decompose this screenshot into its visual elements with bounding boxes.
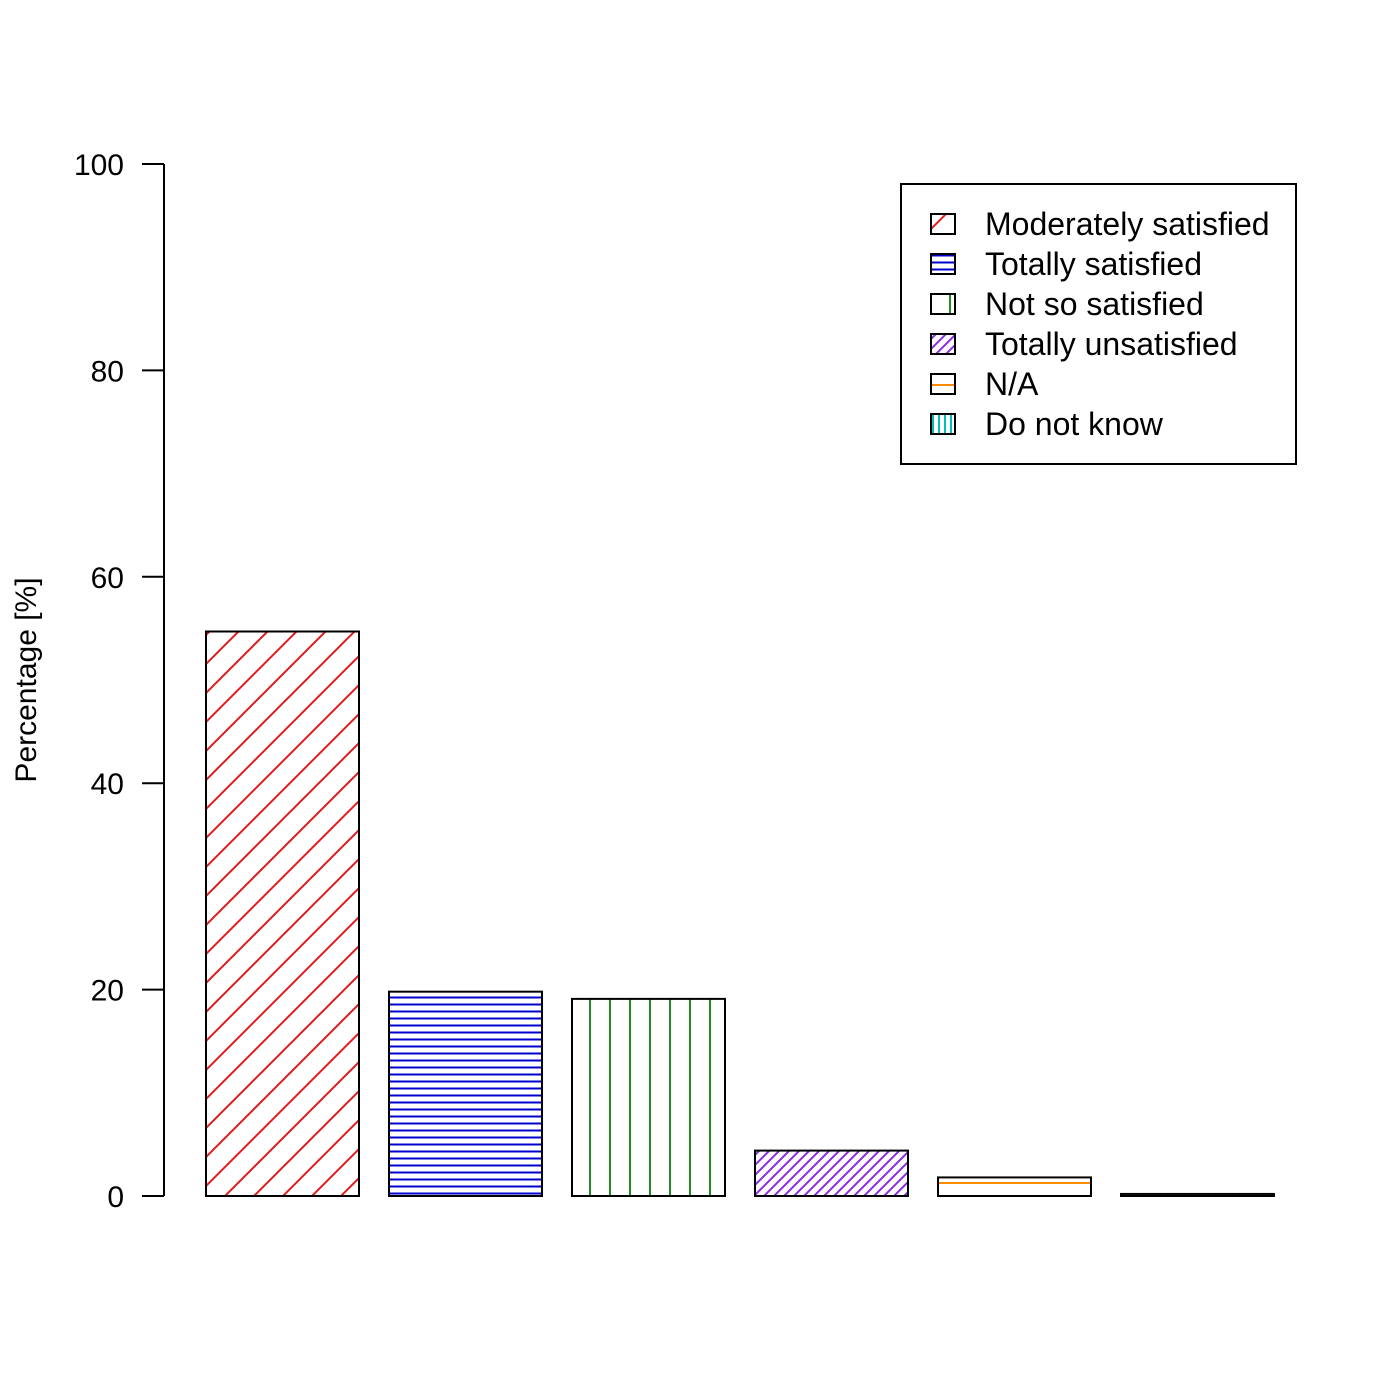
bar-totally-satisfied bbox=[388, 990, 543, 1197]
y-tick-label: 40 bbox=[91, 768, 124, 801]
bar-do-not-know bbox=[1120, 1192, 1275, 1198]
legend-label-moderately-satisfied: Moderately satisfied bbox=[985, 206, 1270, 242]
y-tick-label: 80 bbox=[91, 355, 124, 388]
bar-n-a bbox=[937, 1176, 1092, 1197]
bar-moderately-satisfied bbox=[205, 630, 360, 1197]
y-tick-label: 100 bbox=[74, 149, 124, 182]
legend-label-not-so-satisfied: Not so satisfied bbox=[985, 286, 1204, 322]
legend: Moderately satisfied Totally satisfied Not… bbox=[900, 183, 1297, 465]
legend-box bbox=[900, 183, 1297, 465]
legend-swatch-not-so-satisfied bbox=[930, 293, 956, 315]
legend-swatch-do-not-know bbox=[930, 413, 956, 435]
legend-label-totally-satisfied: Totally satisfied bbox=[985, 246, 1202, 282]
y-tick-label: 20 bbox=[91, 975, 124, 1008]
legend-swatch-n-a bbox=[930, 373, 956, 395]
legend-label-do-not-know: Do not know bbox=[985, 406, 1164, 442]
legend-label-n-a: N/A bbox=[985, 366, 1039, 402]
bar-not-so-satisfied bbox=[571, 997, 726, 1197]
y-axis: 0 20 40 60 80 100 bbox=[74, 149, 165, 1214]
legend-swatch-totally-satisfied bbox=[930, 253, 956, 275]
bar-totally-unsatisfied bbox=[754, 1149, 909, 1198]
legend-swatch-totally-unsatisfied bbox=[930, 333, 956, 355]
legend-label-totally-unsatisfied: Totally unsatisfied bbox=[985, 326, 1238, 362]
y-tick-label: 0 bbox=[107, 1181, 124, 1214]
y-axis-title: Percentage [%] bbox=[10, 577, 43, 782]
legend-swatch-moderately-satisfied bbox=[930, 213, 956, 235]
bars bbox=[205, 630, 1275, 1198]
y-tick-label: 60 bbox=[91, 562, 124, 595]
